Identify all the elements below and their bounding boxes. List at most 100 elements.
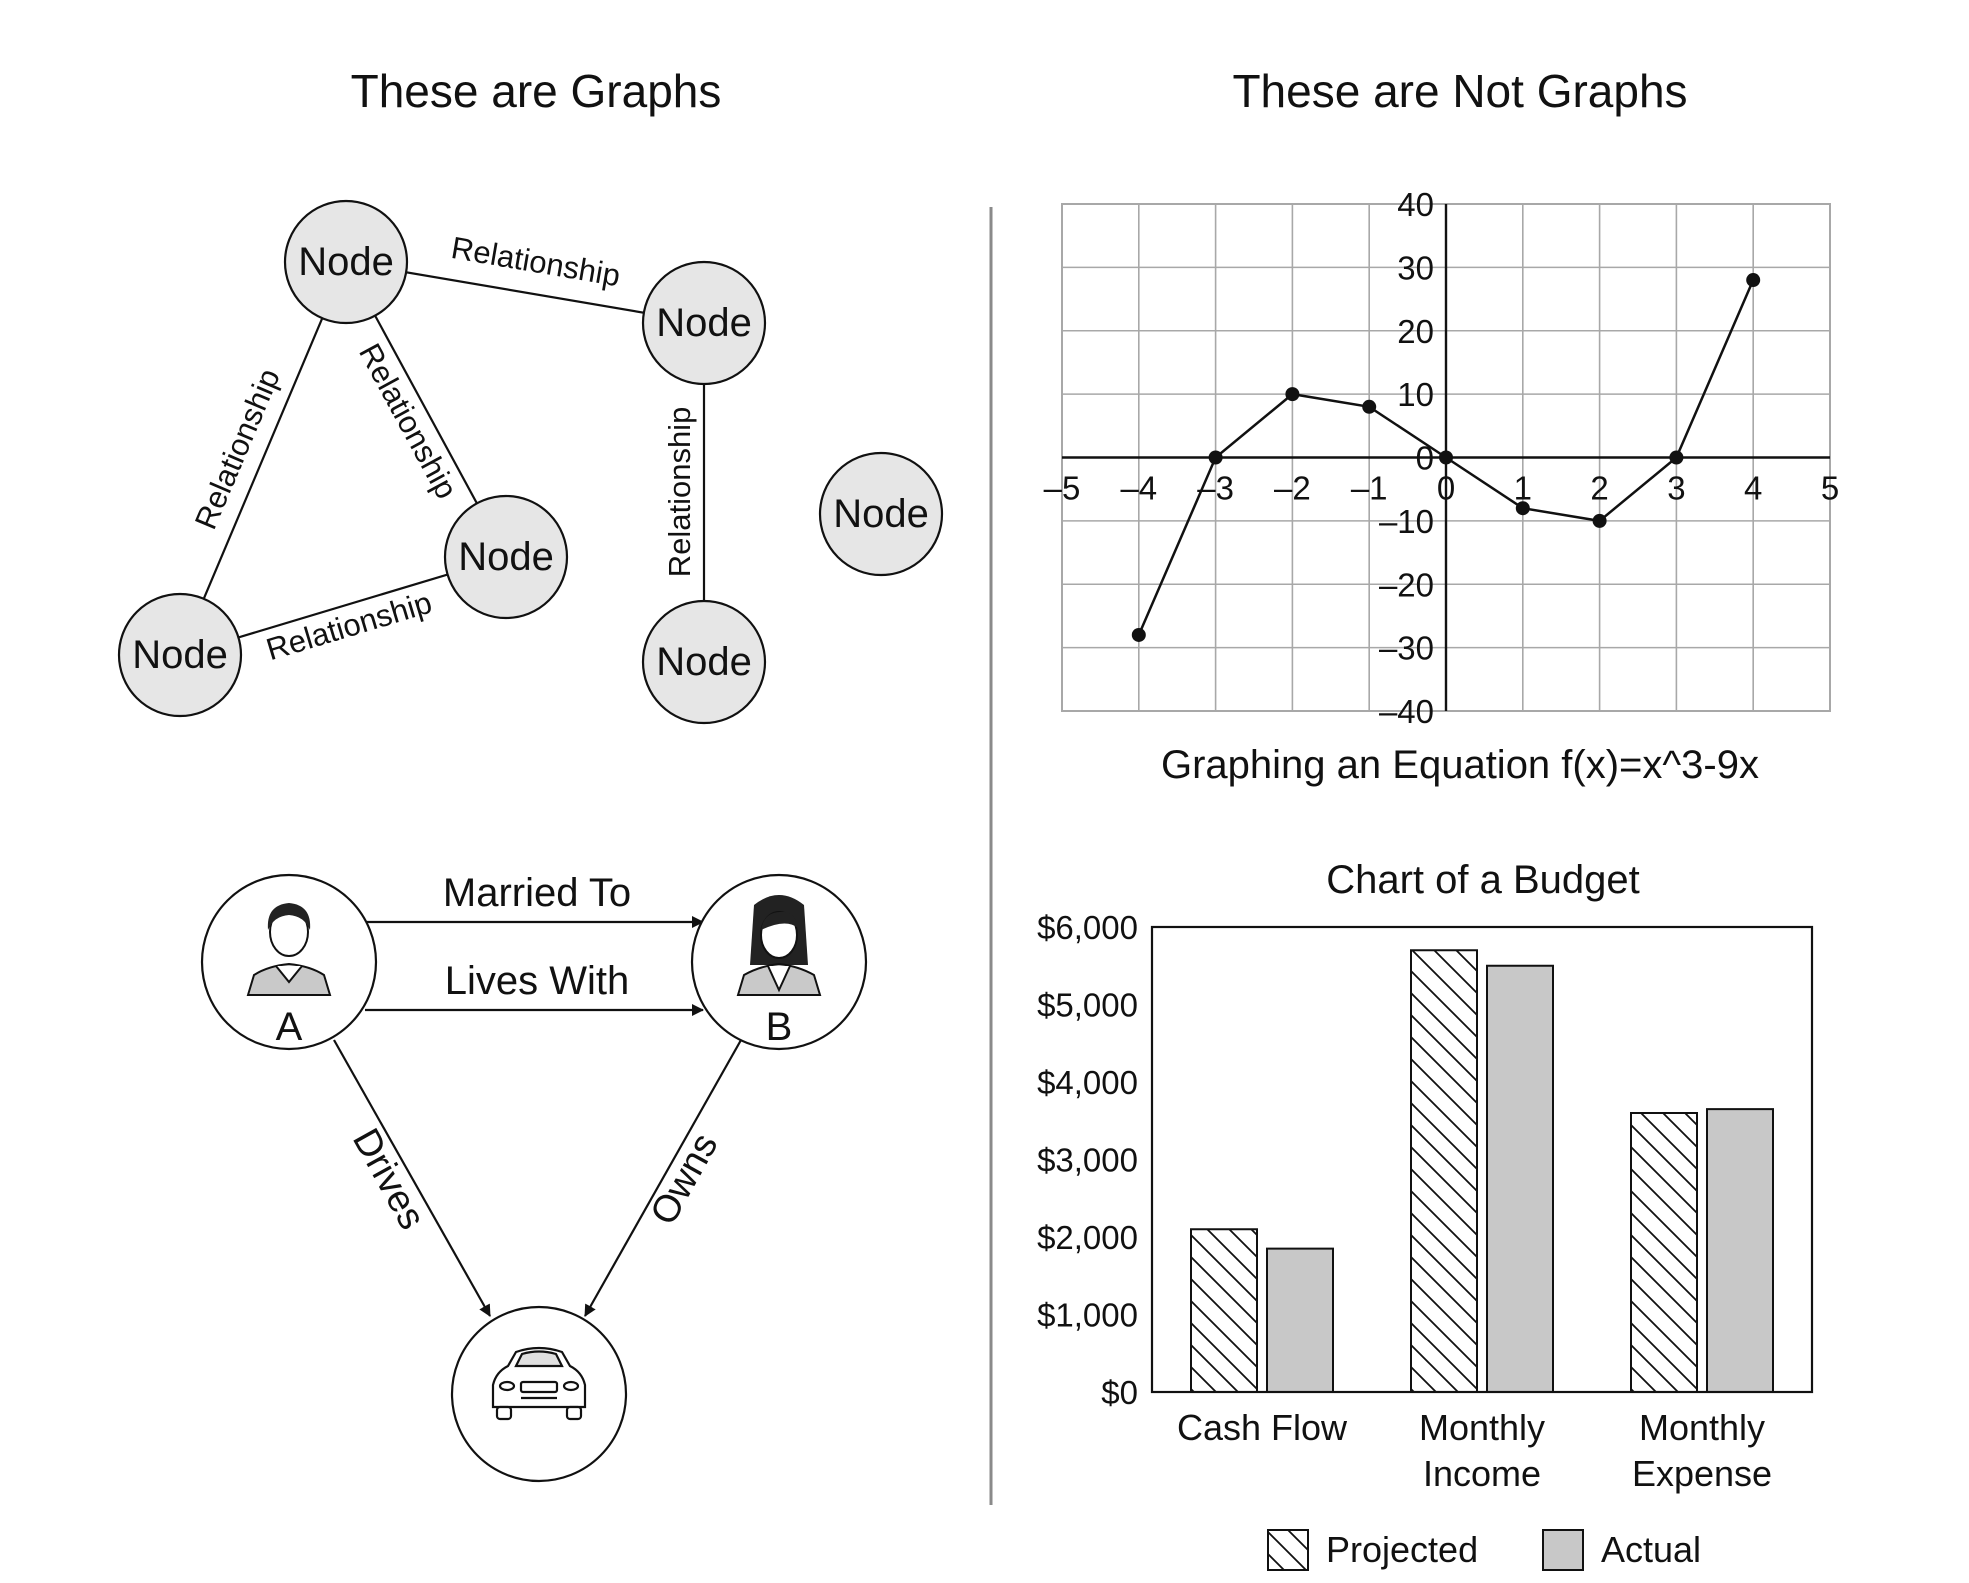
graph-node-5: Node xyxy=(641,599,767,725)
category-label: Expense xyxy=(1632,1453,1772,1494)
x-tick-label: –1 xyxy=(1351,470,1388,507)
budget-bar-chart: Chart of a Budget $6,000 $5,000 $4,000 $3,0… xyxy=(1037,858,1814,1571)
legend-swatch xyxy=(1542,1529,1584,1571)
data-point xyxy=(1208,450,1223,465)
person-b-node: B xyxy=(690,873,868,1051)
x-tick-label: 3 xyxy=(1667,470,1685,507)
y-tick-label: 20 xyxy=(1397,313,1434,350)
bar-chart-bars xyxy=(1190,949,1774,1393)
line-chart-x-ticks: –5 –4 –3 –2 –1 0 1 2 3 4 5 xyxy=(1044,470,1840,507)
x-tick-label: –4 xyxy=(1120,470,1157,507)
graph-node-3: Node xyxy=(443,494,569,620)
data-point xyxy=(1362,399,1377,414)
relationship-label: Relationship xyxy=(352,338,464,505)
category-label: Monthly xyxy=(1419,1407,1545,1448)
y-tick-label: 30 xyxy=(1397,249,1434,286)
node-label: Node xyxy=(132,633,228,677)
legend-label: Actual xyxy=(1601,1529,1701,1570)
category-label: Monthly xyxy=(1639,1407,1765,1448)
person-a-label: A xyxy=(276,1005,303,1049)
y-tick-label: –30 xyxy=(1379,630,1434,667)
y-tick-label: $5,000 xyxy=(1037,987,1138,1024)
legend-projected: Projected xyxy=(1267,1529,1478,1571)
legend-swatch xyxy=(1267,1529,1309,1571)
woman-avatar-icon xyxy=(736,895,822,996)
y-tick-label: –10 xyxy=(1379,503,1434,540)
line-chart-y-ticks: 40 30 20 10 0 –10 –20 –30 –40 xyxy=(1379,186,1434,730)
y-tick-label: –20 xyxy=(1379,566,1434,603)
right-heading: These are Not Graphs xyxy=(1232,65,1687,117)
y-tick-label: $3,000 xyxy=(1037,1142,1138,1179)
category-label: Cash Flow xyxy=(1177,1407,1348,1448)
bar-chart-title: Chart of a Budget xyxy=(1326,858,1640,902)
x-tick-label: 2 xyxy=(1590,470,1608,507)
node-label: Node xyxy=(656,301,752,345)
y-tick-label: $6,000 xyxy=(1037,909,1138,946)
man-avatar-icon xyxy=(246,903,332,996)
bar-chart-y-ticks: $6,000 $5,000 $4,000 $3,000 $2,000 $1,000 $0 xyxy=(1037,909,1138,1411)
legend-label: Projected xyxy=(1326,1529,1478,1570)
x-tick-label: 0 xyxy=(1437,470,1455,507)
graph-node-2: Node xyxy=(641,260,767,386)
graph-node-4: Node xyxy=(117,592,243,718)
edge-label-lives-with: Lives With xyxy=(445,959,630,1003)
y-tick-label: $2,000 xyxy=(1037,1219,1138,1256)
data-point xyxy=(1515,501,1530,516)
data-point xyxy=(1669,450,1684,465)
person-b-label: B xyxy=(766,1005,793,1049)
social-graph: Married To Lives With Drives Owns A xyxy=(200,871,868,1483)
x-tick-label: 5 xyxy=(1821,470,1839,507)
person-a-node: A xyxy=(200,873,378,1051)
bar-chart-frame xyxy=(1150,925,1814,1394)
legend-actual: Actual xyxy=(1542,1529,1701,1571)
bar-chart-legend: Projected Actual xyxy=(1267,1529,1701,1571)
relationship-label: Relationship xyxy=(662,407,697,578)
x-tick-label: –5 xyxy=(1044,470,1081,507)
y-tick-label: –40 xyxy=(1379,693,1434,730)
network-graph: Node Node Node Node Node Node Relationsh… xyxy=(117,199,944,725)
car-icon xyxy=(491,1346,587,1421)
relationship-label: Relationship xyxy=(188,364,287,535)
x-tick-label: 4 xyxy=(1744,470,1762,507)
edge-drives xyxy=(333,1039,491,1317)
bar-chart-categories: Cash Flow Monthly Income Monthly Expense xyxy=(1177,1407,1772,1494)
edge-label-drives: Drives xyxy=(344,1122,433,1237)
graph-node-isolated: Node xyxy=(818,451,944,577)
car-node xyxy=(450,1305,628,1483)
bar-actual xyxy=(1706,1108,1774,1393)
y-tick-label: 40 xyxy=(1397,186,1434,223)
y-tick-label: $0 xyxy=(1101,1374,1138,1411)
y-tick-label: 0 xyxy=(1416,440,1434,477)
x-tick-label: –2 xyxy=(1274,470,1311,507)
data-point xyxy=(1439,450,1453,465)
bar-projected xyxy=(1190,1228,1258,1393)
node-label: Node xyxy=(298,240,394,284)
bar-projected xyxy=(1410,949,1478,1393)
edge-1-4 xyxy=(178,261,348,656)
data-point xyxy=(1592,513,1607,528)
category-label: Income xyxy=(1423,1453,1541,1494)
bar-actual xyxy=(1266,1247,1334,1393)
node-label: Node xyxy=(833,492,929,536)
data-point xyxy=(1746,273,1761,288)
edge-label-owns: Owns xyxy=(643,1127,727,1232)
node-label: Node xyxy=(458,535,554,579)
left-heading: These are Graphs xyxy=(351,65,722,117)
relationship-label: Relationship xyxy=(262,585,435,668)
line-chart-title: Graphing an Equation f(x)=x^3-9x xyxy=(1161,743,1759,787)
edge-owns xyxy=(584,1039,742,1317)
bar-projected xyxy=(1630,1112,1698,1393)
graph-node-1: Node xyxy=(283,199,409,325)
y-tick-label: $1,000 xyxy=(1037,1297,1138,1334)
line-chart-points xyxy=(1131,273,1761,642)
edge-label-married-to: Married To xyxy=(443,871,631,915)
data-point xyxy=(1285,387,1300,402)
y-tick-label: 10 xyxy=(1397,376,1434,413)
bar-actual xyxy=(1486,964,1554,1393)
y-tick-label: $4,000 xyxy=(1037,1064,1138,1101)
data-point xyxy=(1131,627,1146,642)
x-tick-label: 1 xyxy=(1514,470,1532,507)
node-label: Node xyxy=(656,640,752,684)
